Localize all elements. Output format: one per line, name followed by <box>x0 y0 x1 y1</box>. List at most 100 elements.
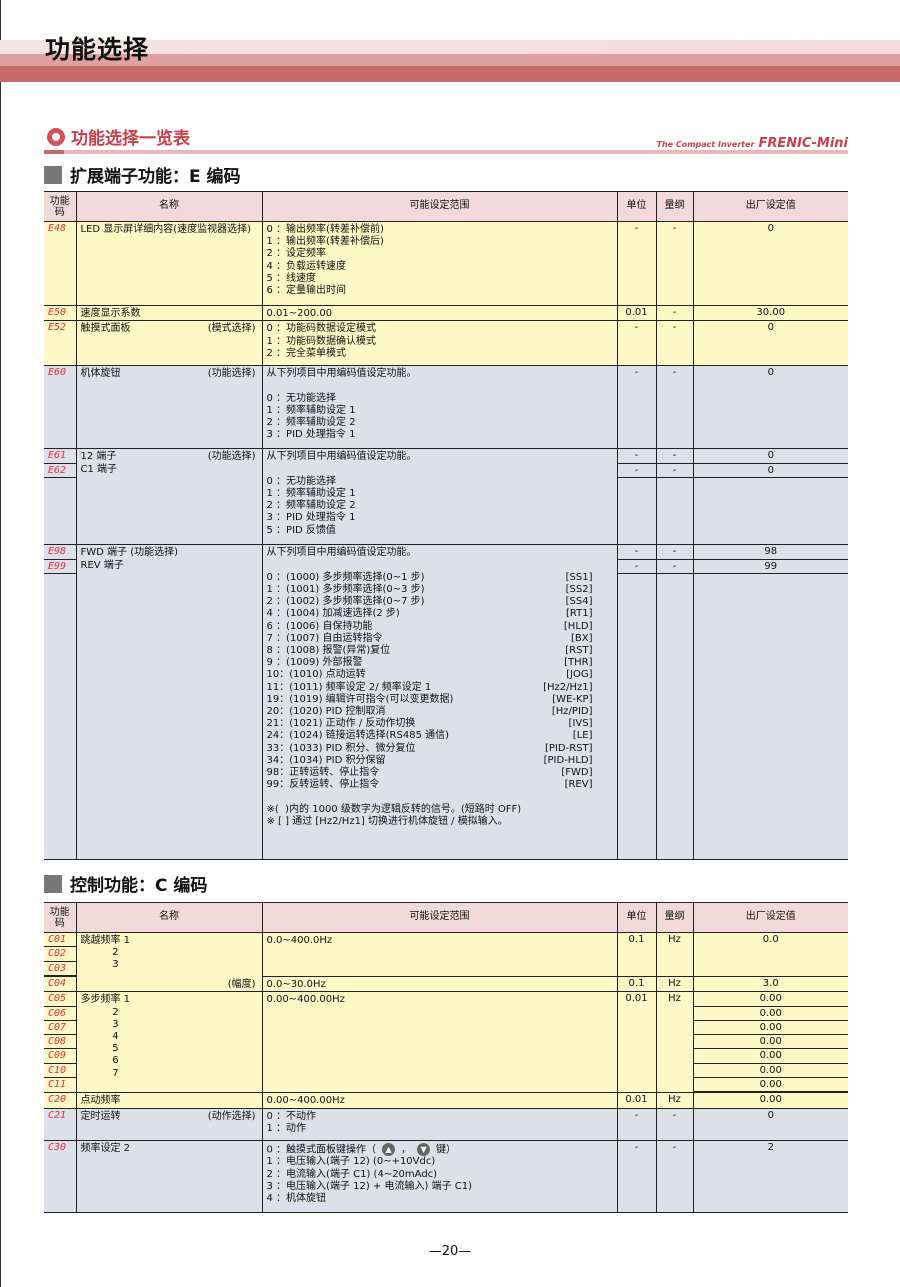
range-line: 6 ：(1006) 自保持功能 [HLD] <box>267 621 613 633</box>
page-number: —20— <box>428 1244 472 1259</box>
name-cell: 12 端子 C1 端子 (功能选择) <box>75 448 262 546</box>
table-row: C21 定时运转 (动作选择) 0 ：不动作 1 ：动作 - - 0 <box>44 1108 848 1141</box>
range-line: 3 ：电压输入(端子 12) + 电流输入) 端子 C1) <box>266 1180 473 1192</box>
range-line: 0.01~200.00 <box>266 308 333 319</box>
default-value: 0.00 <box>693 1035 848 1050</box>
name-note: (幅度) <box>227 978 256 990</box>
default-value-cell: 30.00 <box>692 305 848 322</box>
section-title-e: 扩展端子功能：E 编码 <box>44 162 241 187</box>
name-line: 多步频率 1 <box>80 994 131 1006</box>
dimension-header: 量纲 <box>655 191 693 222</box>
range-line: 2 ：设定频率 <box>266 248 327 260</box>
range-text: 1 ：(1001) 多步频率选择(0~3 步) <box>266 583 425 595</box>
default-value: 0.00 <box>693 992 848 1007</box>
function-code-cell: E60 <box>44 365 76 450</box>
name-cell: 机体旋钮 (功能选择) <box>75 365 262 450</box>
range-text: 2 ：(1002) 多步频率选择(0~7 步) <box>266 596 425 608</box>
bullet-circle-icon <box>47 127 65 146</box>
function-code: E61 <box>44 449 76 464</box>
default-value-cell: 98 99 <box>692 544 848 861</box>
function-code-cell: E98 E99 <box>44 544 76 861</box>
default-value: 0.00 <box>693 1049 848 1064</box>
name-cell: FWD 端子 (功能选择) REV 端子 <box>75 544 262 861</box>
function-code: C10 <box>44 1064 76 1079</box>
terminal-tag: [WE-KP] <box>552 693 593 705</box>
default-value: 0.00 <box>693 1021 848 1036</box>
range-line: 33：(1033) PID 积分、微分复位 [PID-RST] <box>267 743 613 755</box>
dimension: - <box>656 545 693 560</box>
function-code: E98 <box>44 545 76 560</box>
unit-cell: - <box>616 320 656 367</box>
range-line: ※ [ ] 通过 [Hz2/Hz1] 切换进行机体旋钮 / 模拟输入。 <box>266 815 508 827</box>
terminal-tag: [RT1] <box>566 608 593 620</box>
function-code: C11 <box>48 1079 67 1091</box>
default-value: 0.00 <box>693 1078 848 1093</box>
unit: 0.01 <box>625 307 648 318</box>
header-row: 功能码名称 可能设定范围 单位 量纲 出厂设定值 <box>44 191 848 222</box>
name-line: 定时运转 <box>80 1110 121 1122</box>
range-line: 1 ：电压输入(端子 12) (0~+10Vdc) <box>266 1156 436 1168</box>
range-cell: 0.00~400.00Hz <box>261 1092 617 1109</box>
page-title: 功能选择 <box>45 35 150 64</box>
dimension: - <box>672 1141 677 1153</box>
dimension: Hz <box>668 978 681 989</box>
terminal-tag: [REV] <box>564 779 593 791</box>
default-value: 0.0 <box>762 934 779 945</box>
table-row: C30 频率设定 2 0 ：触摸式面板键操作（ ▲， ▼ 键） 1 ：电压输入(端子 12)… <box>44 1140 848 1213</box>
dimension: - <box>672 322 677 334</box>
terminal-tag: [HLD] <box>563 620 593 632</box>
function-code-cell: E61 E62 <box>44 448 76 546</box>
range-line: 19：(1019) 编辑许可指令(可以变更数据) [WE-KP] <box>267 694 613 706</box>
table-row: E48 LED 显示屏详细内容(速度监视器选择) 0 ：输出频率(转差补偿前) 1 ：… <box>44 221 848 306</box>
dimension: - <box>672 1109 677 1121</box>
dimension: - <box>656 449 693 464</box>
name-line: 7 <box>80 1067 119 1079</box>
section-title-c: 控制功能：C 编码 <box>44 871 207 896</box>
range-header: 可能设定范围 <box>261 902 617 933</box>
default-value: 0.00 <box>759 1094 782 1106</box>
range-line: 从下列项目中用编码值设定功能。 <box>266 451 417 463</box>
default-value-cell: 0.00 <box>692 1092 848 1109</box>
name-cell: 定时运转 (动作选择) <box>75 1108 262 1141</box>
range-text: 24：(1024) 链接运转选择(RS485 通信) <box>266 730 450 742</box>
terminal-tag: [SS1] <box>565 571 593 583</box>
range-line: 3 ：PID 处理指令 1 <box>266 429 356 441</box>
unit: - <box>634 1109 639 1121</box>
square-bullet-icon <box>44 874 62 893</box>
default-value: 99 <box>693 560 848 574</box>
range-line: 1 ：输出频率(转差补偿后) <box>266 236 384 248</box>
function-code: E52 <box>48 322 67 334</box>
name-line: 速度显示系数 <box>80 308 141 319</box>
function-code-cell: C20 <box>44 1092 76 1109</box>
range-line: 0 ：无功能选择 <box>266 475 337 487</box>
range-line: 4 ：(1004) 加减速选择(2 步) [RT1] <box>267 608 613 620</box>
range-text: 34：(1034) PID 积分保留 <box>266 754 386 766</box>
terminal-tag: [LE] <box>572 730 593 742</box>
range-cell: 0 ：功能码数据设定模式 1 ：功能码数据确认模式 2 ：完全菜单模式 <box>261 320 617 367</box>
name-cell: 多步频率 1 2 3 4 5 6 7 <box>75 991 262 1094</box>
code-header-text: 功能 <box>49 906 70 918</box>
default-value-cell: 0.00 0.00 0.00 0.00 0.00 0.00 0.00 <box>692 991 848 1094</box>
dimension: - <box>672 367 677 379</box>
name-cell: 点动频率 <box>75 1092 262 1109</box>
range-line: 98：正转运转、停止指令 [FWD] <box>267 767 613 779</box>
terminal-tag: [THR] <box>564 657 593 669</box>
page-edge <box>0 0 1 1287</box>
range-cell: 0 ：触摸式面板键操作（ ▲， ▼ 键） 1 ：电压输入(端子 12) (0~+10Vd… <box>261 1140 617 1213</box>
code-header: 功能码 <box>44 191 76 222</box>
dimension: - <box>672 307 677 318</box>
range-line <box>267 381 613 393</box>
up-circle-icon: ▲ <box>382 1142 396 1156</box>
dimension-cell: -- <box>655 544 693 861</box>
function-code-cell: E50 <box>44 305 76 322</box>
range-text: 8 ：(1008) 报警(异常)复位 <box>266 644 391 656</box>
brand-small: The Compact Inverter <box>656 140 755 149</box>
range-line: 6 ：定量输出时间 <box>266 285 347 297</box>
terminal-tag: [RST] <box>565 644 593 656</box>
terminal-tag: [Hz2/Hz1] <box>543 681 593 693</box>
dimension-cell: Hz <box>655 976 693 993</box>
unit-cell: 0.01 <box>616 305 656 322</box>
range-cell: 0.0~30.0Hz <box>261 976 617 993</box>
range-text: 0 ：触摸式面板键操作（ ▲， ▼ 键） <box>266 1142 457 1156</box>
range-line <box>267 791 613 803</box>
